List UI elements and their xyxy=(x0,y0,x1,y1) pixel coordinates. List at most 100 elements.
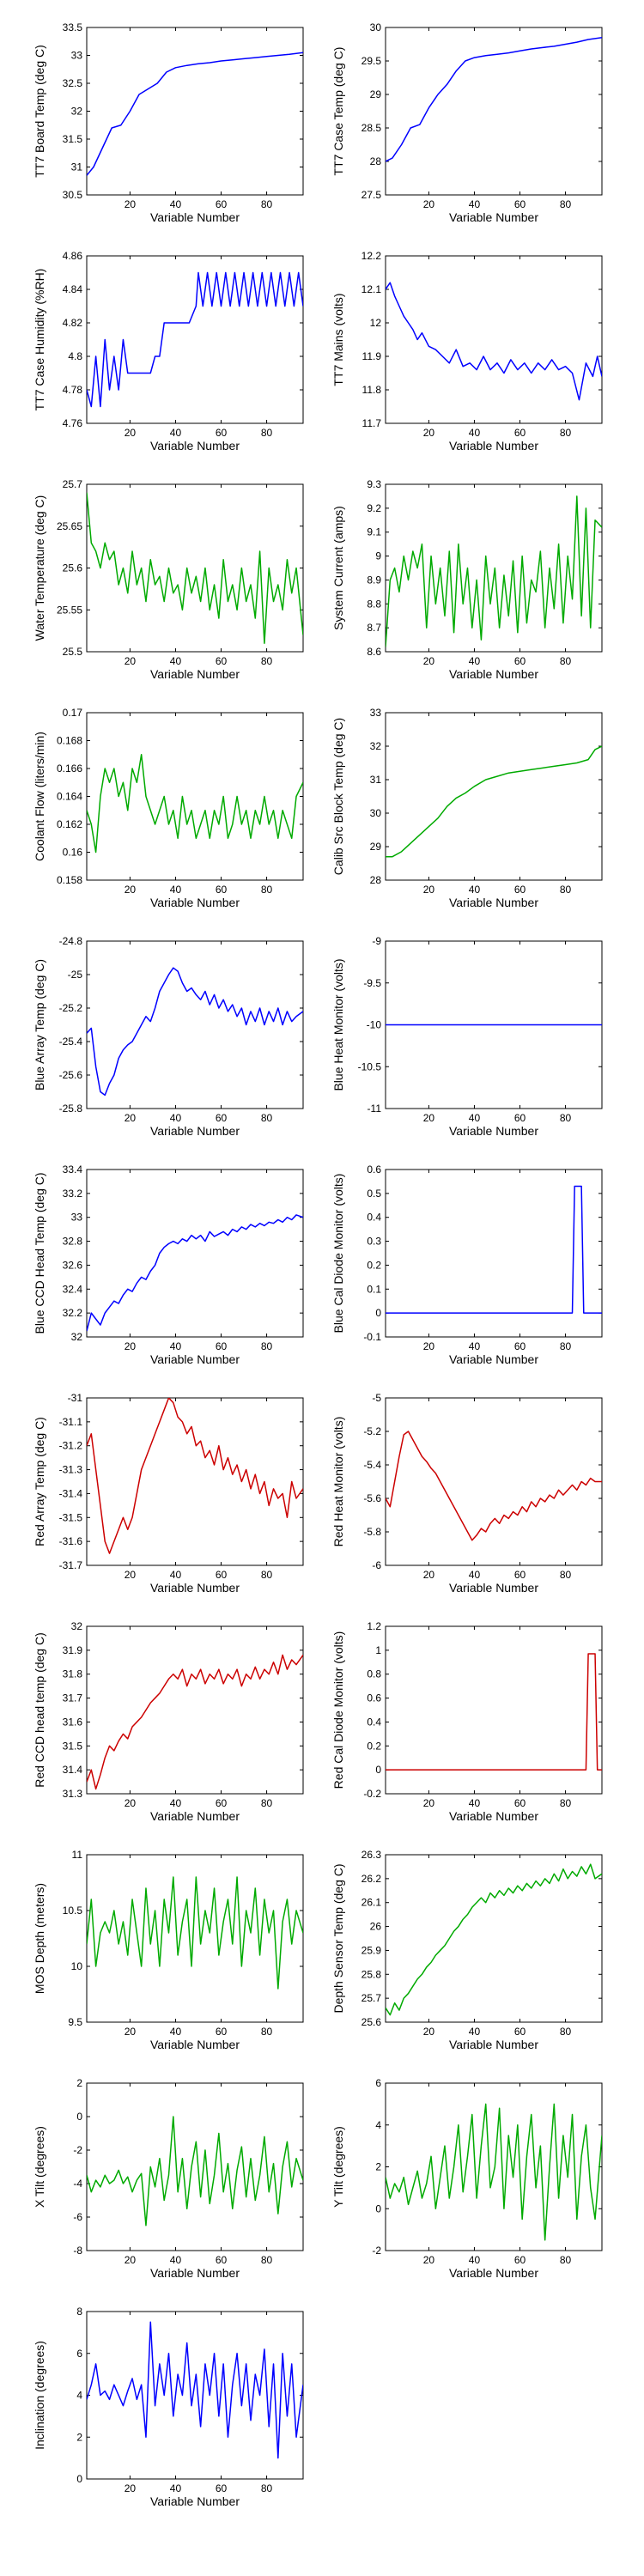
x-tick-label: 80 xyxy=(261,1112,273,1124)
y-tick-label: 8 xyxy=(76,2306,82,2318)
chart-panel: 20 40 60 80 25.5 25.55 25.6 25.65 25.7 Variable N… xyxy=(33,478,304,681)
y-tick-label: 25.8 xyxy=(361,1968,382,1980)
x-tick-label: 20 xyxy=(125,1797,137,1809)
plot-frame xyxy=(385,1625,603,1795)
y-tick-label: 8.9 xyxy=(367,574,381,586)
y-tick-label: 28 xyxy=(370,874,382,886)
y-tick-label: 9.2 xyxy=(367,502,381,514)
plot-frame xyxy=(86,27,304,196)
series-line xyxy=(386,36,602,162)
y-tick-label: 8.6 xyxy=(367,646,381,658)
x-tick-label: 80 xyxy=(560,198,572,210)
x-tick-label: 80 xyxy=(560,1112,572,1124)
x-tick-label: 80 xyxy=(261,2026,273,2038)
y-tick-label: 0.2 xyxy=(367,1259,381,1271)
y-tick-label: 28.5 xyxy=(361,122,382,134)
chart-panel: 20 40 60 80 0 2 4 6 8 Variable Number Inclination … xyxy=(33,2306,304,2508)
y-tick-label: -31.5 xyxy=(59,1511,83,1523)
chart-panel: 20 40 60 80 -0.2 0 0.2 0.4 0.6 0.8 1 1.2 Variable Nu… xyxy=(331,1620,603,1823)
y-tick-label: 32 xyxy=(71,1331,83,1343)
y-axis-label: Blue Heat Monitor (volts) xyxy=(331,958,345,1091)
x-tick-label: 80 xyxy=(560,427,572,439)
y-tick-label: -24.8 xyxy=(59,935,83,947)
y-tick-label: 32 xyxy=(71,106,83,118)
y-tick-label: 12.2 xyxy=(361,250,382,262)
y-tick-label: -31.2 xyxy=(59,1440,83,1452)
x-tick-label: 40 xyxy=(170,427,182,439)
x-tick-label: 60 xyxy=(514,1340,526,1352)
x-tick-label: 60 xyxy=(514,655,526,667)
y-tick-label: 27.5 xyxy=(361,189,382,201)
y-tick-label: 30 xyxy=(370,807,382,819)
x-tick-label: 60 xyxy=(216,427,228,439)
y-tick-label: -11 xyxy=(368,1103,382,1115)
x-tick-label: 60 xyxy=(514,1112,526,1124)
x-tick-label: 20 xyxy=(423,655,435,667)
chart-panel: 20 40 60 80 9.5 10 10.5 11 Variable Number MOS De… xyxy=(33,1849,304,2051)
x-tick-label: 80 xyxy=(261,655,273,667)
x-axis-label: Variable Number xyxy=(449,1352,538,1366)
x-tick-label: 40 xyxy=(469,427,481,439)
y-tick-label: 0.2 xyxy=(367,1740,381,1752)
y-tick-label: 29.5 xyxy=(361,55,382,67)
y-tick-label: 33 xyxy=(71,1212,83,1224)
chart-panel: 20 40 60 80 -11 -10.5 -10 -9.5 -9 Variable Number… xyxy=(331,935,603,1138)
y-axis-label: Blue CCD Head Temp (deg C) xyxy=(33,1172,46,1334)
x-tick-label: 60 xyxy=(216,1797,228,1809)
x-tick-label: 80 xyxy=(560,2026,572,2038)
series-line xyxy=(87,1876,303,1990)
y-tick-label: 26.1 xyxy=(361,1897,382,1909)
y-tick-label: 0.3 xyxy=(367,1236,381,1248)
x-axis-label: Variable Number xyxy=(150,896,240,909)
y-axis-label: Blue Array Temp (deg C) xyxy=(33,959,46,1091)
series-line xyxy=(87,967,303,1097)
x-tick-label: 40 xyxy=(170,1112,182,1124)
y-tick-label: 4.82 xyxy=(63,317,83,329)
y-tick-label: 31.5 xyxy=(63,133,83,145)
y-tick-label: 31.9 xyxy=(63,1644,83,1656)
y-tick-label: 12.1 xyxy=(361,283,382,295)
y-tick-label: 10.5 xyxy=(63,1905,83,1917)
plot-frame xyxy=(385,255,603,424)
y-tick-label: 26 xyxy=(370,1921,382,1933)
y-tick-label: -10.5 xyxy=(358,1060,382,1072)
x-tick-label: 20 xyxy=(423,1112,435,1124)
x-tick-label: 60 xyxy=(216,2254,228,2266)
y-tick-label: 25.65 xyxy=(57,520,82,532)
x-tick-label: 40 xyxy=(469,1112,481,1124)
y-tick-label: -31.1 xyxy=(59,1416,83,1428)
chart-panel: 20 40 60 80 8.6 8.7 8.8 8.9 9 9.1 9.2 9.3 Variable N… xyxy=(331,478,603,681)
y-tick-label: 0 xyxy=(76,2111,82,2123)
x-tick-label: 20 xyxy=(423,884,435,896)
y-axis-label: Y Tilt (degrees) xyxy=(331,2126,345,2208)
plot-frame xyxy=(385,712,603,881)
y-tick-label: -6 xyxy=(73,2211,82,2223)
y-tick-label: 29 xyxy=(370,88,382,100)
x-tick-label: 80 xyxy=(560,1340,572,1352)
x-tick-label: 60 xyxy=(216,2482,228,2494)
plot-frame xyxy=(86,940,304,1109)
chart-panel: 20 40 60 80 30.5 31 31.5 32 32.5 33 33.5 Variable N… xyxy=(33,21,304,224)
x-tick-label: 60 xyxy=(514,2254,526,2266)
x-axis-label: Variable Number xyxy=(150,1124,240,1138)
plot-frame xyxy=(86,483,304,653)
x-tick-label: 80 xyxy=(560,884,572,896)
y-tick-label: 0 xyxy=(375,2202,381,2215)
series-line xyxy=(87,2321,303,2459)
x-tick-label: 40 xyxy=(170,2254,182,2266)
y-tick-label: 11 xyxy=(72,1849,83,1861)
x-tick-label: 20 xyxy=(125,655,137,667)
x-tick-label: 60 xyxy=(216,655,228,667)
series-line xyxy=(386,495,602,647)
y-tick-label: 31.8 xyxy=(63,1668,83,1680)
x-tick-label: 60 xyxy=(216,1340,228,1352)
x-tick-label: 40 xyxy=(469,198,481,210)
x-tick-label: 80 xyxy=(560,2254,572,2266)
x-tick-label: 60 xyxy=(514,2026,526,2038)
y-axis-label: Red Array Temp (deg C) xyxy=(33,1417,46,1546)
y-tick-label: 2 xyxy=(76,2431,82,2443)
y-tick-label: -25.6 xyxy=(59,1069,83,1081)
y-tick-label: 0.6 xyxy=(367,1692,381,1704)
y-tick-label: 31.3 xyxy=(63,1788,83,1800)
y-axis-label: Blue Cal Diode Monitor (volts) xyxy=(331,1174,345,1334)
